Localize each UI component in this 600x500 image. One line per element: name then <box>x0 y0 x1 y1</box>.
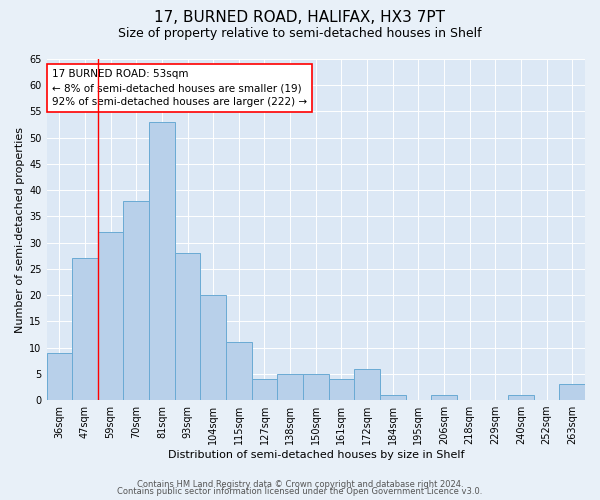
X-axis label: Distribution of semi-detached houses by size in Shelf: Distribution of semi-detached houses by … <box>167 450 464 460</box>
Text: Contains public sector information licensed under the Open Government Licence v3: Contains public sector information licen… <box>118 487 482 496</box>
Bar <box>72 258 98 400</box>
Bar <box>559 384 585 400</box>
Text: Size of property relative to semi-detached houses in Shelf: Size of property relative to semi-detach… <box>118 28 482 40</box>
Y-axis label: Number of semi-detached properties: Number of semi-detached properties <box>15 126 25 332</box>
Bar <box>508 395 534 400</box>
Text: 17 BURNED ROAD: 53sqm
← 8% of semi-detached houses are smaller (19)
92% of semi-: 17 BURNED ROAD: 53sqm ← 8% of semi-detac… <box>52 69 307 107</box>
Bar <box>277 374 303 400</box>
Bar <box>124 200 149 400</box>
Text: 17, BURNED ROAD, HALIFAX, HX3 7PT: 17, BURNED ROAD, HALIFAX, HX3 7PT <box>155 10 445 25</box>
Bar <box>98 232 124 400</box>
Bar <box>380 395 406 400</box>
Bar <box>226 342 251 400</box>
Bar <box>175 253 200 400</box>
Bar <box>200 295 226 400</box>
Bar <box>431 395 457 400</box>
Bar <box>354 368 380 400</box>
Bar <box>47 353 72 400</box>
Bar <box>251 379 277 400</box>
Bar <box>329 379 354 400</box>
Bar <box>303 374 329 400</box>
Bar <box>149 122 175 400</box>
Text: Contains HM Land Registry data © Crown copyright and database right 2024.: Contains HM Land Registry data © Crown c… <box>137 480 463 489</box>
